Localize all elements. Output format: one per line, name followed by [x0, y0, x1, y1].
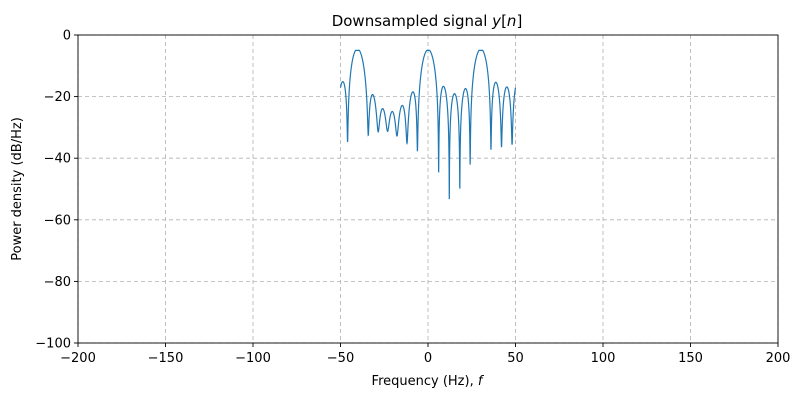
- plot-area: [339, 49, 517, 200]
- chart-title-var: y: [491, 12, 502, 30]
- grid: [77, 34, 779, 344]
- x-tick-label: 150: [678, 351, 703, 366]
- y-tick-label: −80: [44, 275, 71, 290]
- y-tick-label: 0: [63, 29, 71, 44]
- x-tick-label: 100: [591, 351, 616, 366]
- x-tick-label: −200: [60, 351, 96, 366]
- chart-title: Downsampled signal y[n]: [332, 12, 523, 30]
- y-tick-label: −100: [35, 337, 71, 352]
- y-axis-ticks: 0 −20 −40 −60 −80 −100: [35, 29, 78, 352]
- x-axis-label: Frequency (Hz), f: [372, 374, 485, 389]
- x-tick-label: −100: [235, 351, 271, 366]
- chart-title-bracket: [: [501, 12, 507, 30]
- x-tick-label: 0: [424, 351, 432, 366]
- x-tick-label: 50: [507, 351, 524, 366]
- y-axis-label: Power density (dB/Hz): [10, 117, 25, 261]
- y-tick-label: −20: [44, 90, 71, 105]
- y-tick-label: −60: [44, 213, 71, 228]
- x-tick-label: 200: [766, 351, 791, 366]
- spectrum-line: [339, 49, 517, 200]
- y-tick-label: −40: [44, 152, 71, 167]
- x-tick-label: −150: [148, 351, 184, 366]
- x-tick-label: −50: [327, 351, 354, 366]
- x-axis-ticks: −200 −150 −100 −50 0 50 100 150 200: [60, 343, 790, 366]
- chart-title-prefix: Downsampled signal: [332, 12, 492, 30]
